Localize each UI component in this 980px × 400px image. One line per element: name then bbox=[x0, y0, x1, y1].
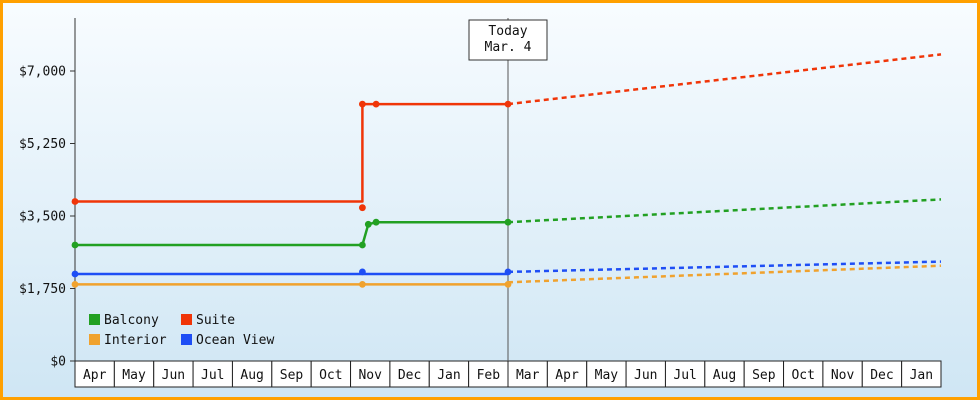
month-cell bbox=[389, 360, 430, 388]
month-cell bbox=[704, 360, 745, 388]
legend-label-balcony: Balcony bbox=[104, 313, 159, 328]
y-axis-label: $1,750 bbox=[19, 282, 66, 297]
month-cell bbox=[113, 360, 155, 388]
data-point-suite bbox=[359, 100, 366, 108]
month-cell bbox=[271, 360, 312, 388]
month-label: Nov bbox=[358, 368, 382, 383]
month-cell bbox=[664, 360, 706, 388]
month-label: May bbox=[595, 368, 619, 383]
data-point-balcony bbox=[364, 220, 372, 228]
month-label: Aug bbox=[713, 368, 736, 383]
month-label: Dec bbox=[398, 368, 421, 383]
today-label-title: Today bbox=[488, 24, 527, 39]
month-label: Mar bbox=[516, 368, 540, 383]
series-forecast-balcony bbox=[507, 198, 942, 224]
y-axis-label: $3,500 bbox=[19, 210, 66, 225]
data-point-balcony bbox=[359, 241, 366, 249]
month-cell bbox=[74, 360, 115, 388]
month-label: Apr bbox=[555, 368, 579, 383]
month-label: Sep bbox=[752, 368, 776, 383]
series-history-suite bbox=[75, 102, 508, 203]
legend-label-suite: Suite bbox=[196, 313, 235, 328]
data-point-suite bbox=[359, 204, 366, 212]
month-label: Jul bbox=[673, 368, 696, 383]
data-point-interior bbox=[359, 281, 366, 288]
data-point-ocean-view bbox=[359, 268, 366, 276]
month-cell bbox=[822, 360, 863, 388]
month-cell bbox=[861, 360, 903, 388]
data-point-ocean-view bbox=[504, 268, 512, 276]
legend-swatch-ocean-view bbox=[181, 334, 192, 345]
month-label: Jan bbox=[910, 368, 933, 383]
series-forecast-suite bbox=[507, 53, 942, 106]
y-axis-label: $7,000 bbox=[19, 65, 66, 80]
data-point-interior bbox=[71, 281, 79, 288]
data-point-interior bbox=[504, 281, 512, 288]
month-label: Jun bbox=[162, 368, 185, 383]
y-axis-label: $5,250 bbox=[19, 137, 66, 152]
legend-swatch-interior bbox=[89, 334, 100, 345]
data-point-balcony bbox=[71, 241, 79, 249]
month-label: Feb bbox=[477, 368, 501, 383]
month-cell bbox=[586, 360, 627, 388]
y-axis-label: $0 bbox=[50, 355, 66, 370]
month-cell bbox=[546, 360, 588, 388]
legend-label-interior: Interior bbox=[104, 333, 167, 348]
data-point-balcony bbox=[372, 218, 380, 226]
month-label: Jun bbox=[634, 368, 657, 383]
month-label: Jan bbox=[437, 368, 460, 383]
data-point-suite bbox=[71, 198, 79, 205]
month-label: Sep bbox=[280, 368, 304, 383]
series-forecast-interior bbox=[507, 264, 942, 284]
month-label: Nov bbox=[831, 368, 855, 383]
month-label: Jul bbox=[201, 368, 224, 383]
series-forecast-ocean-view bbox=[507, 260, 942, 274]
data-point-ocean-view bbox=[71, 270, 79, 278]
legend-label-ocean-view: Ocean View bbox=[196, 333, 274, 348]
month-label: Dec bbox=[870, 368, 893, 383]
legend-swatch-balcony bbox=[89, 314, 100, 325]
month-cell bbox=[231, 360, 273, 388]
month-cell bbox=[153, 360, 194, 388]
data-point-suite bbox=[504, 100, 512, 108]
month-cell bbox=[901, 360, 942, 388]
data-point-suite bbox=[372, 100, 380, 108]
today-label-date: Mar. 4 bbox=[485, 40, 532, 55]
month-label: Oct bbox=[791, 368, 814, 383]
month-cell bbox=[468, 360, 509, 388]
month-cell bbox=[783, 360, 824, 388]
series-history-balcony bbox=[75, 220, 508, 247]
chart-canvas: $0 $1,750 $3,500 $5,250 $7,000 Apr May Jun Jul Au… bbox=[19, 18, 942, 388]
today-label-box bbox=[468, 19, 548, 61]
month-label: Aug bbox=[240, 368, 263, 383]
month-label: May bbox=[122, 368, 146, 383]
month-label: Oct bbox=[319, 368, 342, 383]
month-cell bbox=[192, 360, 233, 388]
legend-swatch-suite bbox=[181, 314, 192, 325]
month-label: Apr bbox=[83, 368, 107, 383]
data-point-balcony bbox=[504, 218, 512, 226]
